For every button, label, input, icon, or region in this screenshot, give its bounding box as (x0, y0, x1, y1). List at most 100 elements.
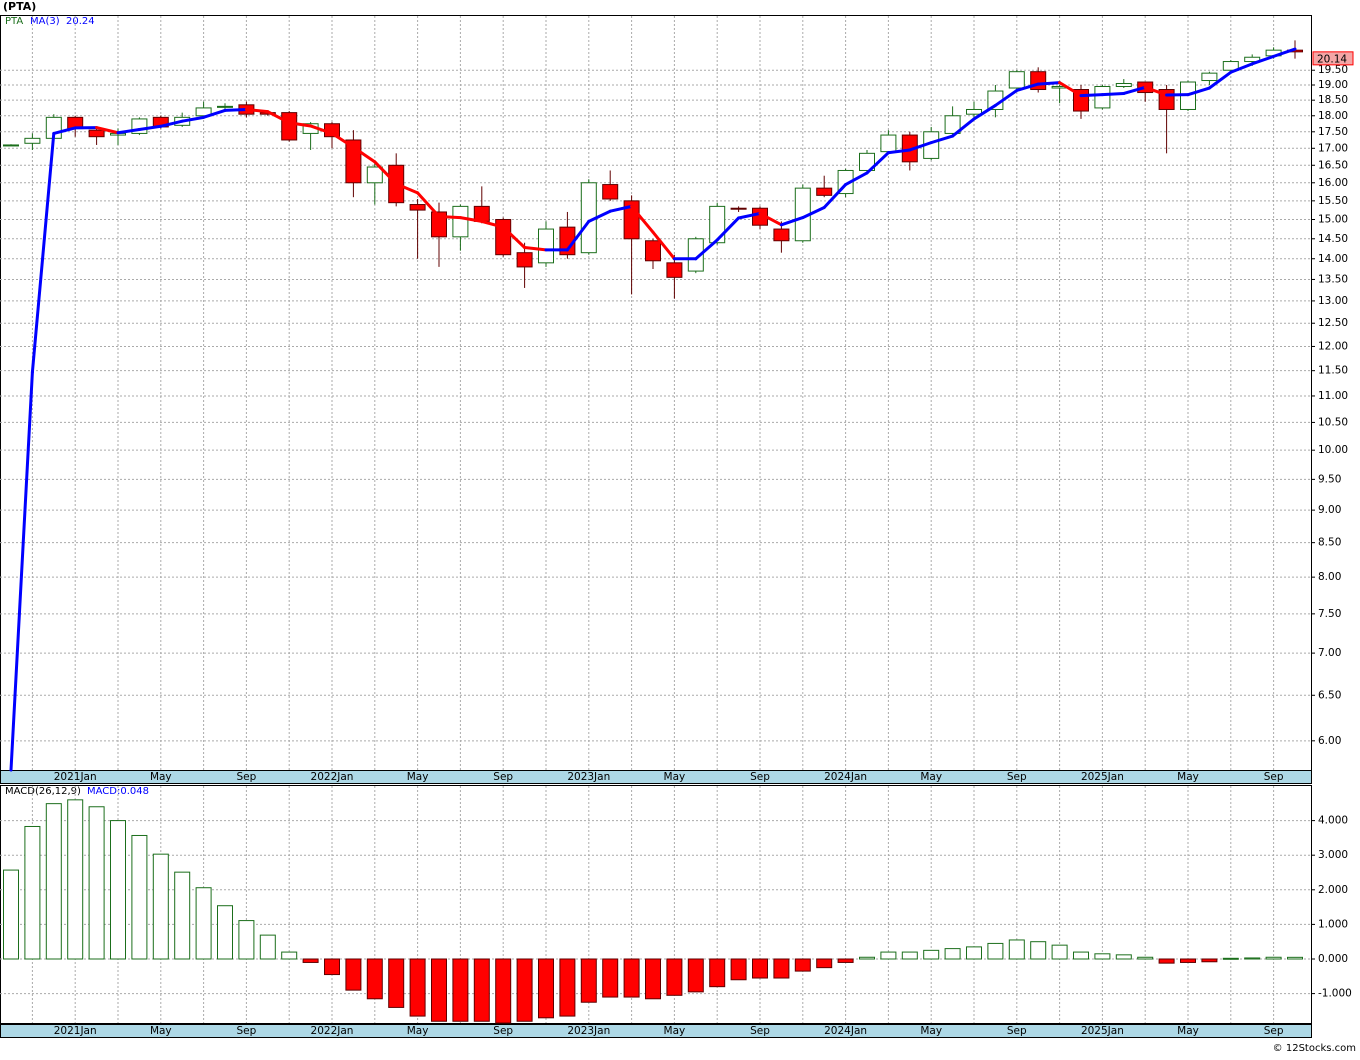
candle-body (89, 130, 104, 137)
bar (539, 959, 554, 1018)
footer: © 12Stocks.com (1273, 1043, 1356, 1054)
ma-line (1102, 93, 1123, 94)
price-panel (1, 16, 1312, 771)
bar (325, 959, 340, 975)
bar (517, 959, 532, 1021)
y-tick-label: 19.00 (1318, 79, 1348, 91)
bar (111, 821, 126, 959)
bar (474, 959, 489, 1021)
bar (1052, 945, 1067, 959)
candle-body (453, 206, 468, 236)
bar (260, 935, 275, 959)
bar (860, 957, 875, 959)
legend-entry: MA(3) (30, 16, 60, 27)
y-tick-label: 17.00 (1318, 142, 1348, 154)
bar (196, 888, 211, 959)
bar (175, 872, 190, 959)
candle-body (4, 145, 19, 146)
bar (1031, 942, 1046, 959)
ma-line (225, 109, 246, 110)
candle-body (517, 253, 532, 267)
bar (795, 959, 810, 971)
bar (46, 804, 61, 959)
bar (817, 959, 832, 968)
y-tick-label: 19.50 (1318, 64, 1348, 76)
candle-body (967, 109, 982, 114)
candle-body (539, 229, 554, 263)
bar (132, 835, 147, 959)
bar (1159, 959, 1174, 963)
y-tick-label: 9.00 (1318, 504, 1341, 516)
bar (410, 959, 425, 1016)
x-tick-label: 2022Jan (311, 771, 354, 783)
y-tick-label: 18.50 (1318, 94, 1348, 106)
bar (753, 959, 768, 978)
x-tick-label: 2025Jan (1081, 771, 1124, 783)
x-tick-label: May (407, 1025, 429, 1037)
x-tick-label: Sep (1264, 771, 1284, 783)
x-tick-label: May (1177, 771, 1199, 783)
y-tick-label: 13.00 (1318, 295, 1348, 307)
legend-entry: PTA (5, 16, 23, 27)
y-tick-label: 15.00 (1318, 213, 1348, 225)
candle-body (218, 106, 233, 107)
x-tick-label: May (920, 771, 942, 783)
bar (838, 959, 853, 962)
x-tick-label: Sep (750, 1025, 770, 1037)
x-tick-label: 2021Jan (54, 1025, 97, 1037)
bar (1223, 958, 1238, 959)
price-label: 20.14 (1317, 53, 1347, 65)
bar (624, 959, 639, 997)
y-tick-label: 7.50 (1318, 608, 1341, 620)
y-tick-label: 16.50 (1318, 159, 1348, 171)
y-tick-label: 12.50 (1318, 317, 1348, 329)
bar (4, 870, 19, 959)
bar (1116, 955, 1131, 959)
y-tick-label: 17.50 (1318, 126, 1348, 138)
bar (68, 800, 83, 959)
x-tick-label: May (407, 771, 429, 783)
ma-line (1038, 83, 1059, 84)
x-tick-label: May (664, 771, 686, 783)
bar (603, 959, 618, 997)
bar (967, 947, 982, 959)
bar (1202, 959, 1217, 962)
y-tick-label: 11.50 (1318, 365, 1348, 377)
bar (239, 921, 254, 959)
bar (303, 959, 318, 962)
y-tick-label: 10.00 (1318, 444, 1348, 456)
bar (1074, 952, 1089, 959)
bar (1138, 957, 1153, 959)
y-tick-label: 7.00 (1318, 647, 1341, 659)
bar (774, 959, 789, 978)
candle-body (731, 208, 746, 209)
x-tick-label: 2021Jan (54, 771, 97, 783)
candle-body (881, 135, 896, 152)
bar (881, 952, 896, 959)
y-tick-label: 6.50 (1318, 689, 1341, 701)
x-tick-label: May (920, 1025, 942, 1037)
x-tick-label: 2023Jan (567, 771, 610, 783)
y-tick-label: 18.00 (1318, 110, 1348, 122)
y-tick-label: 12.00 (1318, 340, 1348, 352)
bar (367, 959, 382, 999)
bar (688, 959, 703, 992)
candle-body (774, 229, 789, 241)
x-tick-label: 2024Jan (824, 1025, 867, 1037)
x-tick-label: May (664, 1025, 686, 1037)
y-tick-label: 13.50 (1318, 273, 1348, 285)
bar (453, 959, 468, 1021)
bar (25, 826, 40, 959)
legend: MACD(26,12,9) MACD:0.048 (5, 786, 149, 797)
bar (1181, 959, 1196, 962)
x-tick-label: Sep (1007, 771, 1027, 783)
candle-body (282, 113, 297, 140)
x-tick-label: 2024Jan (824, 771, 867, 783)
ma-line (439, 216, 460, 217)
indicator-title: MACD(26,12,9) (5, 786, 81, 797)
x-tick-label: May (1177, 1025, 1199, 1037)
x-tick-label: Sep (750, 771, 770, 783)
bar (1288, 957, 1303, 959)
bar (89, 807, 104, 959)
